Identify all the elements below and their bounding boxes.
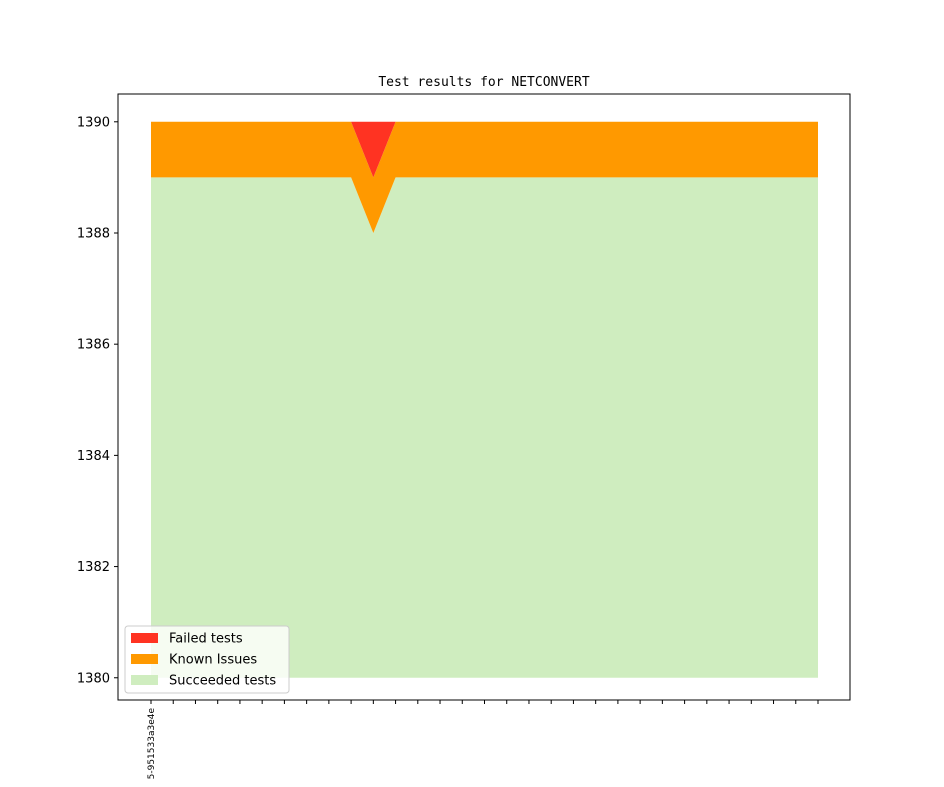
x-tick-label: 5-951533a3e4e xyxy=(147,708,157,780)
y-tick-label: 1386 xyxy=(77,338,110,353)
legend-swatch xyxy=(131,675,158,685)
legend-swatch xyxy=(131,654,158,664)
legend-label: Failed tests xyxy=(169,632,243,647)
y-tick-label: 1384 xyxy=(77,449,110,464)
y-tick-label: 1390 xyxy=(77,115,110,130)
legend-label: Succeeded tests xyxy=(169,674,276,689)
area-succeeded-tests xyxy=(151,177,818,678)
y-tick-label: 1382 xyxy=(77,560,110,575)
y-tick-label: 1388 xyxy=(77,226,110,241)
legend-label: Known Issues xyxy=(169,653,257,668)
y-tick-label: 1380 xyxy=(77,671,110,686)
legend-box xyxy=(124,625,290,694)
area-known-issues xyxy=(151,121,818,233)
legend-swatch xyxy=(131,633,158,643)
chart-title: Test results for NETCONVERT xyxy=(378,75,589,90)
